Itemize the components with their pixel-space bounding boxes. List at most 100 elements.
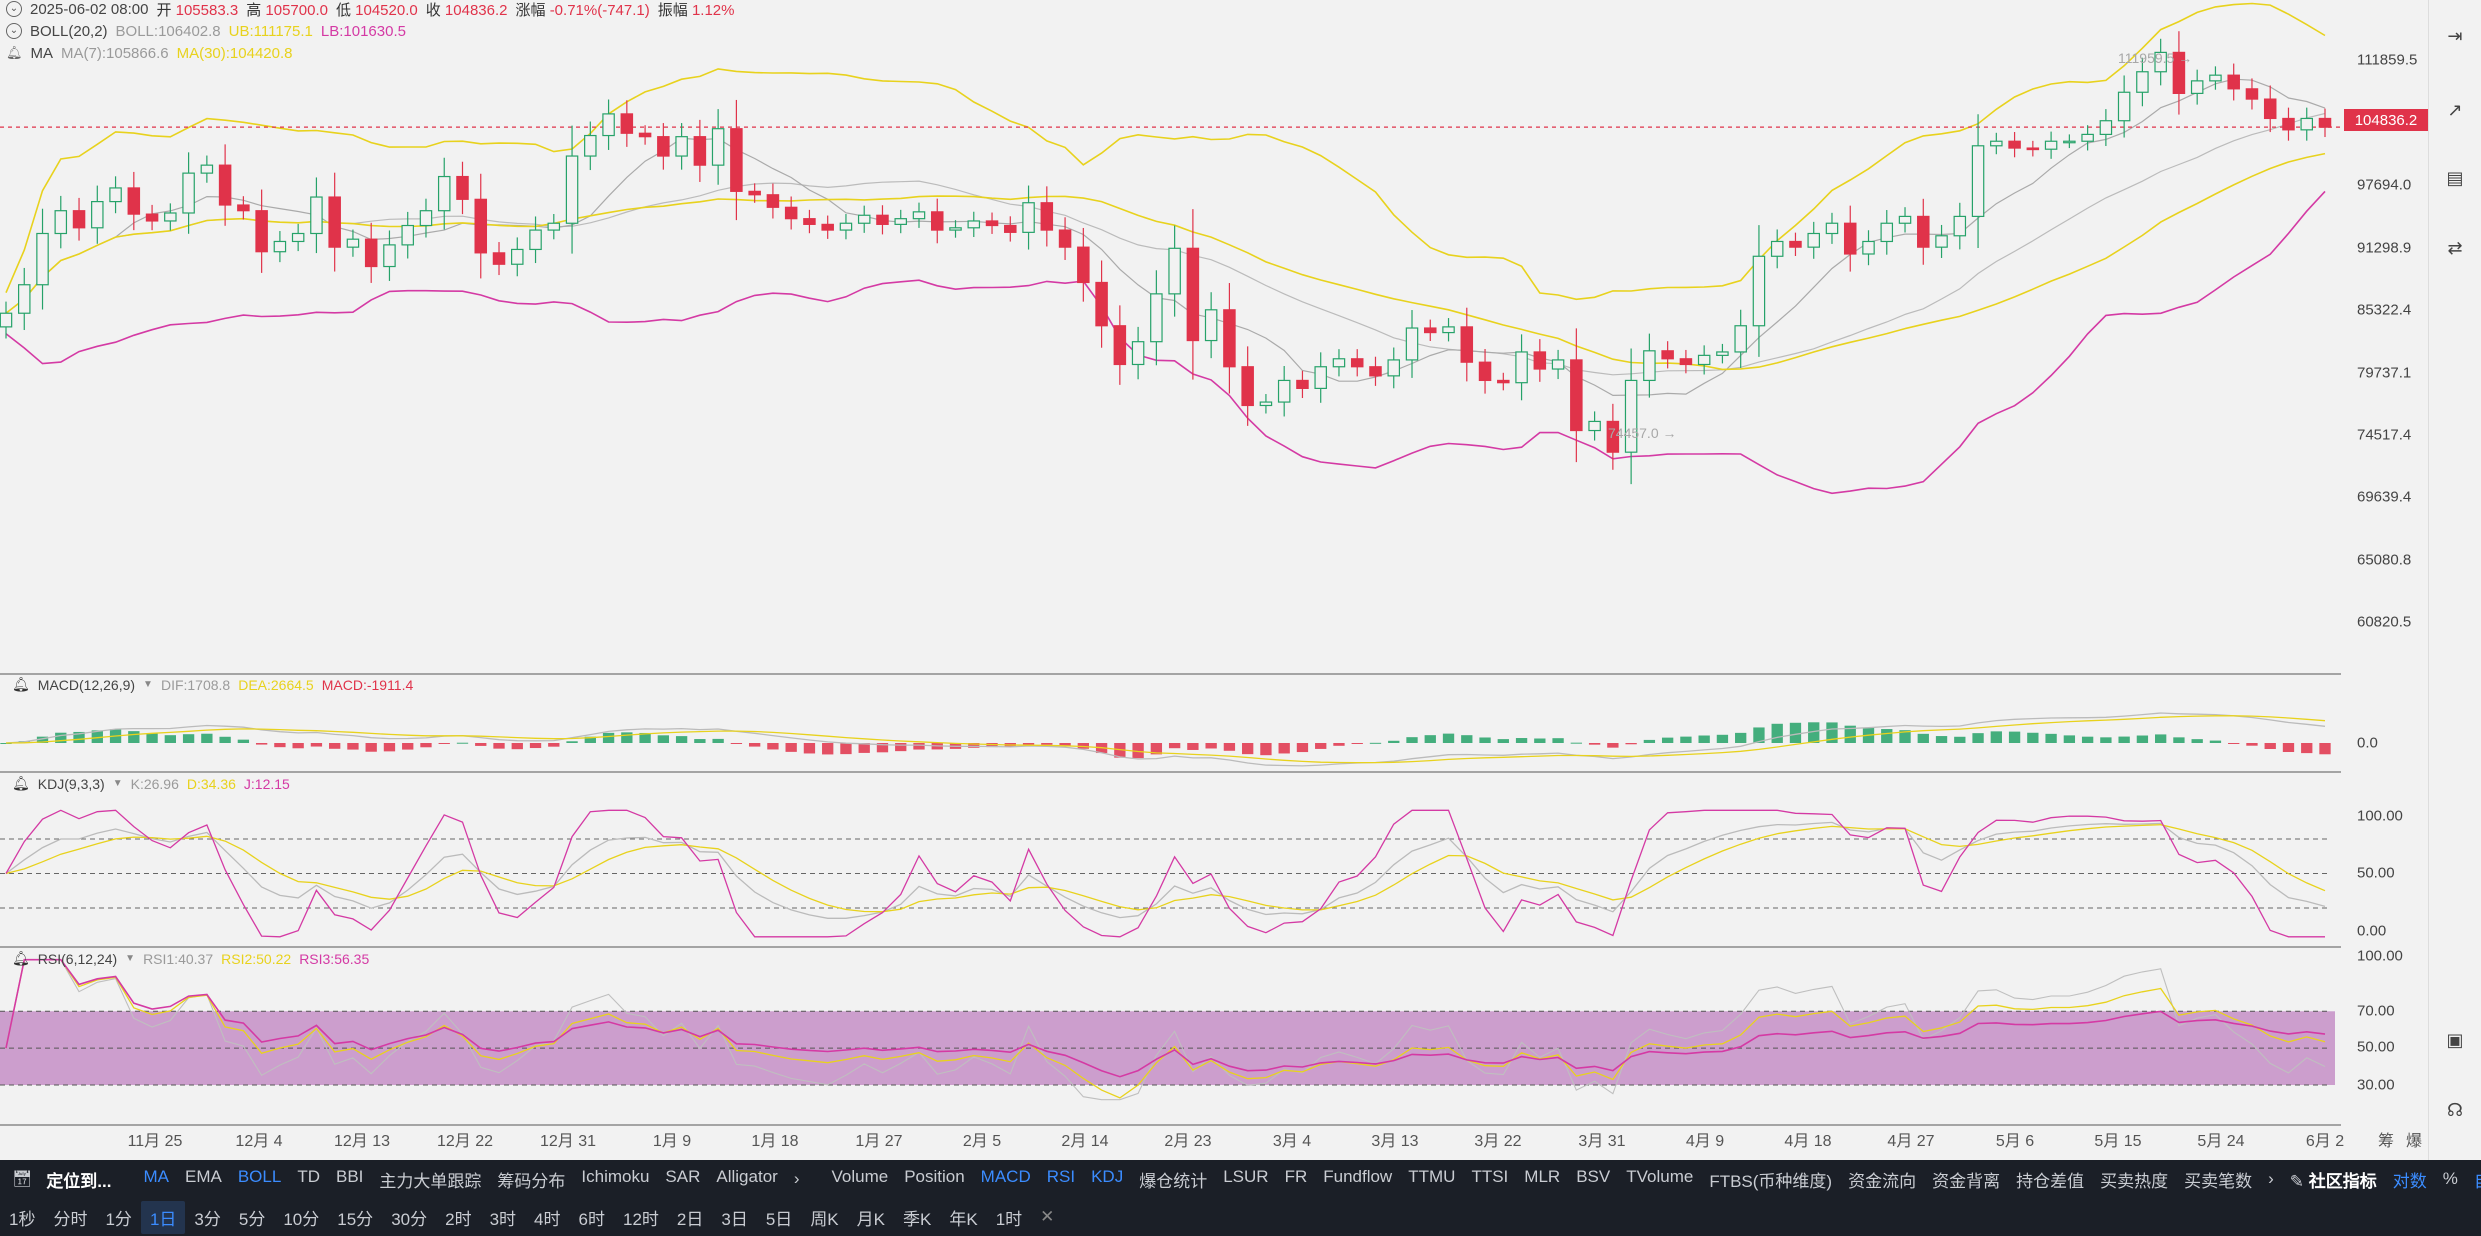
main-indicator-0[interactable]: MA bbox=[143, 1166, 169, 1186]
main-indicator-2[interactable]: BOLL bbox=[237, 1166, 282, 1186]
timeframe-0[interactable]: 1秒 bbox=[9, 1209, 36, 1229]
change-value: -0.71%(-747.1) bbox=[549, 1, 650, 19]
community-indicator-button[interactable]: ✎ 社区指标 bbox=[2282, 1167, 2385, 1192]
chip-label[interactable]: 筹 bbox=[2378, 1133, 2395, 1150]
layout-icon[interactable]: ▣ bbox=[2446, 1029, 2464, 1050]
chart-area[interactable] bbox=[0, 0, 2341, 1160]
sub-indicator-17[interactable]: 持仓差值 bbox=[2016, 1171, 2085, 1191]
timeframe-3[interactable]: 1日 bbox=[140, 1200, 186, 1234]
timeframe-19[interactable]: 季K bbox=[903, 1209, 932, 1229]
headset-icon[interactable]: ☊ bbox=[2447, 1099, 2463, 1120]
percent-scale-toggle[interactable]: % bbox=[2442, 1169, 2458, 1188]
kdj-name[interactable]: KDJ(9,3,3) bbox=[37, 775, 105, 792]
macd-bar bbox=[2264, 743, 2276, 750]
main-indicator-1[interactable]: EMA bbox=[184, 1166, 222, 1186]
compare-icon[interactable]: ⇄ bbox=[2447, 237, 2463, 258]
sub-indicator-4[interactable]: KDJ bbox=[1091, 1166, 1124, 1186]
bell-icon[interactable]: 🔔︎ bbox=[6, 45, 23, 60]
sub-indicator-9[interactable]: TTMU bbox=[1408, 1166, 1456, 1186]
sub-indicator-14[interactable]: FTBS(币种维度) bbox=[1709, 1171, 1833, 1191]
sub-indicator-12[interactable]: BSV bbox=[1576, 1166, 1611, 1186]
candle-body bbox=[1588, 420, 1601, 432]
auto-scale-toggle[interactable]: 自动 bbox=[2466, 1167, 2481, 1192]
timeframe-5[interactable]: 5分 bbox=[238, 1209, 266, 1229]
exit-icon[interactable]: ⇥ bbox=[2447, 25, 2463, 46]
current-price-tag: 104836.2 bbox=[2344, 109, 2428, 131]
sub-indicator-6[interactable]: LSUR bbox=[1223, 1166, 1269, 1186]
main-indicator-8[interactable]: SAR bbox=[665, 1166, 701, 1186]
chart-canvas[interactable] bbox=[0, 0, 2341, 1160]
chevron-right-icon[interactable]: › bbox=[2268, 1169, 2274, 1188]
timeframe-11[interactable]: 4时 bbox=[534, 1209, 561, 1229]
timeframe-1[interactable]: 分时 bbox=[53, 1209, 88, 1229]
main-indicator-7[interactable]: Ichimoku bbox=[581, 1166, 650, 1186]
sub-indicator-0[interactable]: Volume bbox=[831, 1166, 889, 1186]
liquidation-label[interactable]: 爆 bbox=[2406, 1133, 2423, 1150]
calendar-icon[interactable]: 📅︎ bbox=[12, 1171, 33, 1188]
close-icon[interactable]: ✕ bbox=[1040, 1207, 1055, 1226]
sub-indicator-5[interactable]: 爆仓统计 bbox=[1139, 1171, 1208, 1191]
sub-indicator-11[interactable]: MLR bbox=[1524, 1166, 1561, 1186]
y-tick-label: 97694.0 bbox=[2357, 176, 2412, 194]
bell-icon[interactable]: 🔔︎ bbox=[12, 775, 30, 791]
ma-name[interactable]: MA bbox=[30, 44, 54, 62]
timeframe-15[interactable]: 3日 bbox=[721, 1209, 748, 1229]
bell-icon[interactable]: 🔔︎ bbox=[12, 676, 30, 692]
sub-indicator-10[interactable]: TTSI bbox=[1471, 1166, 1509, 1186]
book-icon[interactable]: ▤ bbox=[2446, 167, 2464, 188]
macd-bar bbox=[712, 738, 724, 743]
log-scale-toggle[interactable]: 对数 bbox=[2392, 1171, 2427, 1191]
collapse-toggle-icon[interactable]: ⌄ bbox=[6, 23, 22, 39]
macd-bar bbox=[895, 743, 907, 752]
bell-icon[interactable]: 🔔︎ bbox=[12, 950, 30, 966]
caret-down-icon[interactable]: ▼ bbox=[143, 679, 153, 690]
main-indicator-3[interactable]: TD bbox=[297, 1166, 320, 1186]
main-indicator-9[interactable]: Alligator bbox=[716, 1166, 778, 1186]
main-indicator-5[interactable]: 主力大单跟踪 bbox=[379, 1171, 482, 1191]
chevron-right-icon[interactable]: › bbox=[793, 1169, 800, 1188]
chart-trend-icon[interactable]: ↗ bbox=[2447, 99, 2463, 120]
timeframe-7[interactable]: 15分 bbox=[337, 1209, 374, 1229]
timeframe-8[interactable]: 30分 bbox=[391, 1209, 428, 1229]
candle-body bbox=[1898, 215, 1912, 224]
timeframe-2[interactable]: 1分 bbox=[105, 1209, 132, 1229]
sub-indicator-15[interactable]: 资金流向 bbox=[1848, 1171, 1917, 1191]
sub-indicator-1[interactable]: Position bbox=[904, 1166, 965, 1186]
macd-name[interactable]: MACD(12,26,9) bbox=[37, 676, 136, 693]
macd-bar bbox=[1132, 743, 1144, 759]
rsi-name[interactable]: RSI(6,12,24) bbox=[37, 950, 118, 967]
sub-indicator-18[interactable]: 买卖热度 bbox=[2100, 1171, 2169, 1191]
main-indicator-6[interactable]: 筹码分布 bbox=[497, 1171, 566, 1191]
caret-down-icon[interactable]: ▼ bbox=[112, 778, 123, 789]
locate-button[interactable]: 定位到... bbox=[46, 1171, 112, 1191]
y-tick-label: 69639.4 bbox=[2357, 488, 2412, 506]
macd-bar bbox=[2246, 743, 2258, 746]
sub-indicator-3[interactable]: RSI bbox=[1046, 1166, 1076, 1186]
rsi2-value: RSI2:50.22 bbox=[221, 950, 292, 967]
timeframe-16[interactable]: 5日 bbox=[765, 1209, 793, 1229]
timeframe-17[interactable]: 周K bbox=[810, 1209, 839, 1229]
timeframe-20[interactable]: 年K bbox=[949, 1209, 978, 1229]
timeframe-10[interactable]: 3时 bbox=[489, 1209, 517, 1229]
boll-name[interactable]: BOLL(20,2) bbox=[30, 22, 108, 40]
macd-bar bbox=[566, 741, 578, 743]
timeframe-4[interactable]: 3分 bbox=[194, 1209, 221, 1229]
caret-down-icon[interactable]: ▼ bbox=[125, 953, 136, 964]
sub-indicator-13[interactable]: TVolume bbox=[1626, 1166, 1694, 1186]
timeframe-9[interactable]: 2时 bbox=[445, 1209, 472, 1229]
timeframe-18[interactable]: 月K bbox=[856, 1209, 885, 1229]
main-indicator-4[interactable]: BBI bbox=[335, 1166, 364, 1186]
timeframe-12[interactable]: 6时 bbox=[578, 1209, 605, 1229]
timeframe-14[interactable]: 2日 bbox=[676, 1209, 704, 1229]
sub-indicator-2[interactable]: MACD bbox=[980, 1166, 1031, 1186]
candle-body bbox=[2117, 91, 2131, 122]
collapse-toggle-icon[interactable]: ⌄ bbox=[6, 1, 22, 17]
sub-indicator-7[interactable]: FR bbox=[1284, 1166, 1308, 1186]
kdj-k-value: K:26.96 bbox=[130, 775, 179, 792]
sub-indicator-19[interactable]: 买卖笔数 bbox=[2184, 1171, 2253, 1191]
timeframe-6[interactable]: 10分 bbox=[283, 1209, 320, 1229]
timeframe-13[interactable]: 12时 bbox=[622, 1209, 659, 1229]
timeframe-21[interactable]: 1时 bbox=[995, 1209, 1023, 1229]
sub-indicator-16[interactable]: 资金背离 bbox=[1932, 1171, 2001, 1191]
sub-indicator-8[interactable]: Fundflow bbox=[1323, 1166, 1393, 1186]
